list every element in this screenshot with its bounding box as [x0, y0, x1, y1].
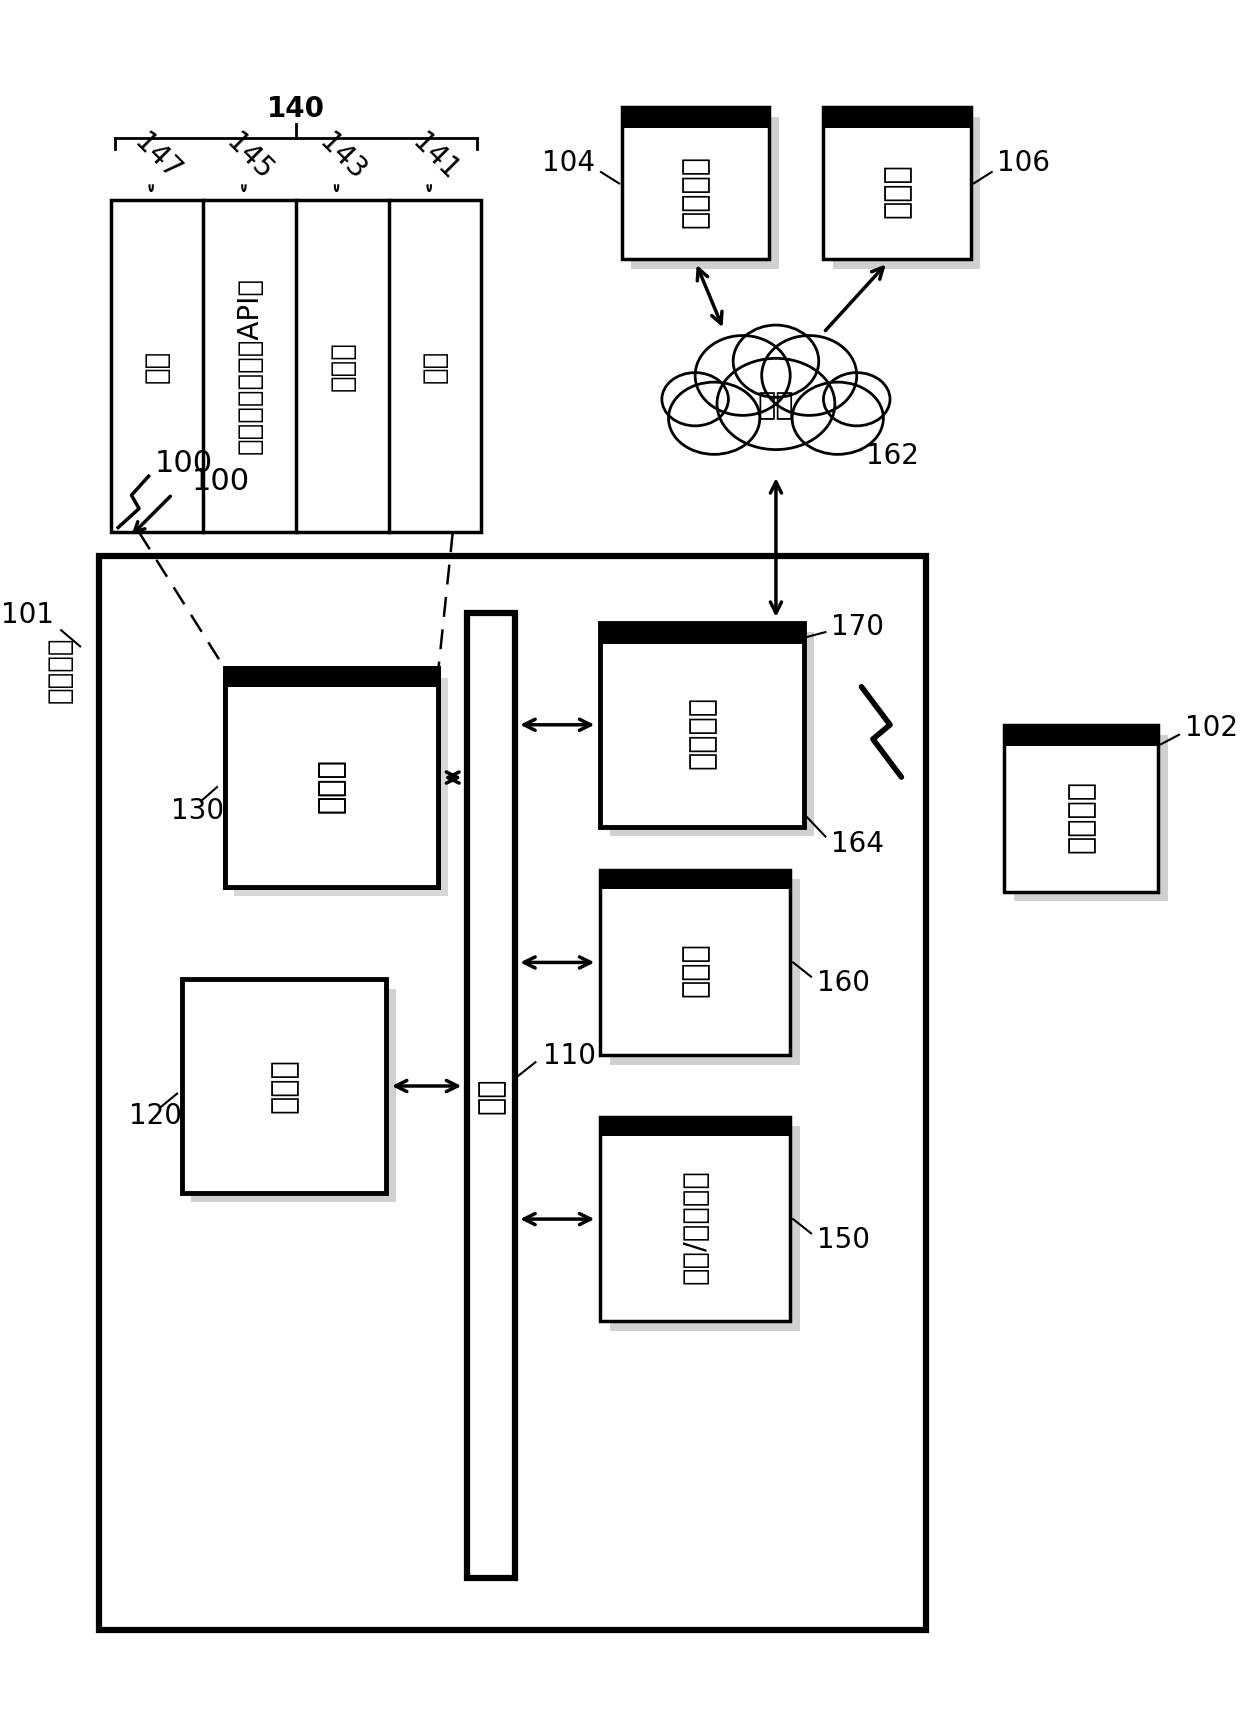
Text: 电子装置: 电子装置 — [1066, 780, 1096, 853]
Text: 100: 100 — [154, 450, 212, 479]
Bar — [234, 678, 448, 896]
Bar — [467, 612, 515, 1578]
Bar — [600, 870, 790, 889]
Text: 处理器: 处理器 — [269, 1059, 299, 1114]
Text: 存储器: 存储器 — [317, 758, 346, 813]
Bar — [622, 107, 769, 128]
Text: 164: 164 — [831, 830, 884, 858]
Text: 存储器: 存储器 — [317, 758, 346, 813]
Text: 130: 130 — [171, 798, 224, 825]
Text: 100: 100 — [191, 467, 249, 497]
Text: 总线: 总线 — [476, 1078, 505, 1114]
Bar — [610, 631, 813, 837]
Text: 101: 101 — [0, 600, 53, 630]
Bar — [610, 1126, 800, 1330]
Text: 141: 141 — [407, 128, 464, 185]
Text: 147: 147 — [128, 128, 186, 185]
Text: 输入/输出接口: 输入/输出接口 — [681, 1169, 709, 1284]
Text: 通信接口: 通信接口 — [688, 695, 717, 768]
Ellipse shape — [733, 325, 818, 398]
Bar — [1013, 735, 1168, 901]
Text: 160: 160 — [817, 969, 869, 998]
Text: 显示器: 显示器 — [681, 943, 709, 998]
Bar — [823, 107, 971, 260]
Bar — [182, 979, 386, 1194]
Text: 140: 140 — [267, 95, 325, 123]
Text: 106: 106 — [997, 149, 1050, 176]
Text: 102: 102 — [1184, 714, 1238, 742]
Text: 170: 170 — [831, 614, 884, 642]
Text: 应用编程接口（API）: 应用编程接口（API） — [236, 277, 264, 455]
Bar — [600, 870, 790, 1055]
Text: 服务器: 服务器 — [883, 164, 911, 218]
Bar — [622, 107, 769, 260]
Ellipse shape — [696, 336, 790, 415]
Bar — [99, 555, 926, 1630]
Ellipse shape — [717, 358, 835, 450]
Ellipse shape — [668, 382, 760, 455]
Ellipse shape — [823, 372, 890, 426]
Ellipse shape — [792, 382, 883, 455]
Bar — [110, 199, 481, 533]
Text: 内核: 内核 — [420, 349, 449, 382]
Bar — [224, 668, 439, 687]
Text: 中间件: 中间件 — [329, 341, 356, 391]
Bar — [600, 623, 805, 827]
Bar — [600, 1118, 790, 1137]
Bar — [600, 623, 805, 644]
Ellipse shape — [761, 336, 857, 415]
Bar — [833, 118, 981, 268]
Text: 网络: 网络 — [758, 391, 794, 420]
Bar — [224, 668, 439, 687]
Text: 电子装置: 电子装置 — [45, 637, 73, 704]
Text: 143: 143 — [314, 128, 371, 185]
Text: 145: 145 — [221, 128, 278, 185]
Bar — [823, 107, 971, 128]
Text: 150: 150 — [817, 1227, 869, 1254]
Bar — [224, 668, 439, 887]
Text: 120: 120 — [129, 1102, 182, 1130]
Text: 162: 162 — [867, 443, 919, 471]
Text: 110: 110 — [543, 1041, 596, 1069]
Ellipse shape — [662, 372, 728, 426]
Bar — [631, 118, 779, 268]
Bar — [224, 668, 439, 887]
Bar — [191, 988, 396, 1202]
Text: 应用: 应用 — [143, 349, 171, 382]
Bar — [1004, 725, 1158, 746]
Text: 电子装置: 电子装置 — [681, 154, 711, 228]
Bar — [1004, 725, 1158, 891]
Bar — [600, 1118, 790, 1322]
Text: 104: 104 — [542, 149, 595, 176]
Bar — [610, 879, 800, 1064]
